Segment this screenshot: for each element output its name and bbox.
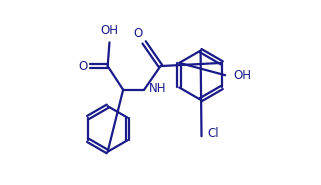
Text: OH: OH: [233, 69, 251, 82]
Text: Cl: Cl: [207, 127, 219, 140]
Text: NH: NH: [149, 82, 166, 95]
Text: O: O: [78, 60, 88, 73]
Text: OH: OH: [100, 24, 118, 37]
Text: O: O: [133, 27, 142, 40]
